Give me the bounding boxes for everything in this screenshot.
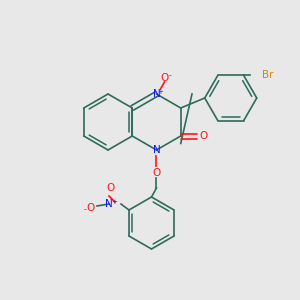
Text: O: O [160, 73, 169, 83]
Text: N: N [105, 199, 113, 209]
Text: -: - [84, 206, 86, 214]
Text: +: + [111, 199, 117, 205]
Text: +: + [158, 89, 164, 95]
Text: -: - [169, 71, 172, 80]
Text: O: O [200, 131, 208, 141]
Text: N: N [153, 145, 160, 155]
Text: O: O [107, 183, 115, 193]
Text: Br: Br [262, 70, 273, 80]
Text: O: O [152, 168, 160, 178]
Text: O: O [87, 203, 95, 213]
Text: N: N [153, 89, 160, 99]
